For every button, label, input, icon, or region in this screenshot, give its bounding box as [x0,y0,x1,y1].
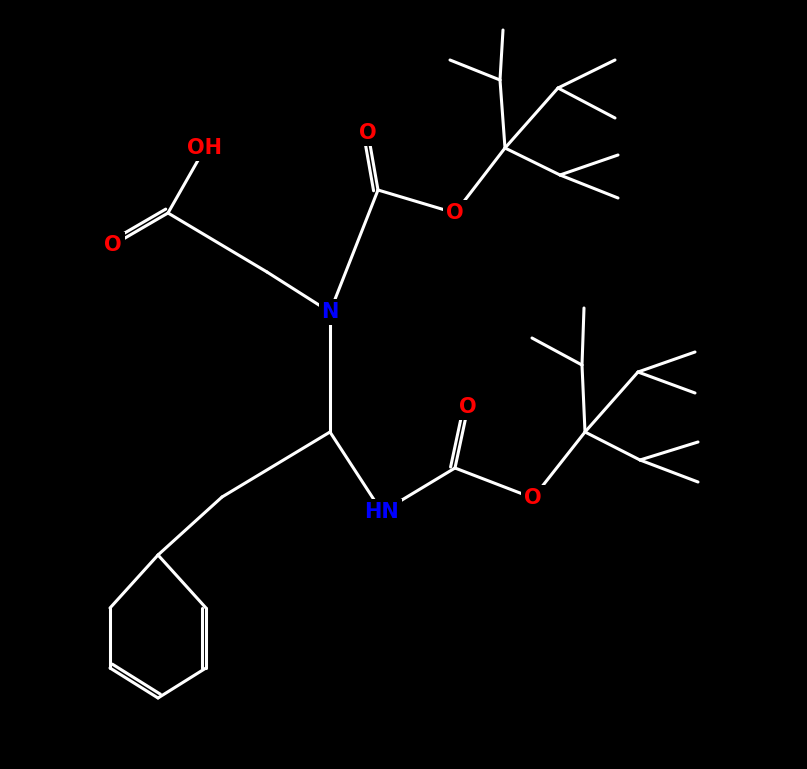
Text: O: O [104,235,122,255]
Text: O: O [359,123,377,143]
Text: HN: HN [365,502,399,522]
Text: OH: OH [187,138,223,158]
Text: O: O [459,397,477,417]
Text: O: O [446,203,464,223]
Text: N: N [321,302,339,322]
Text: O: O [525,488,541,508]
